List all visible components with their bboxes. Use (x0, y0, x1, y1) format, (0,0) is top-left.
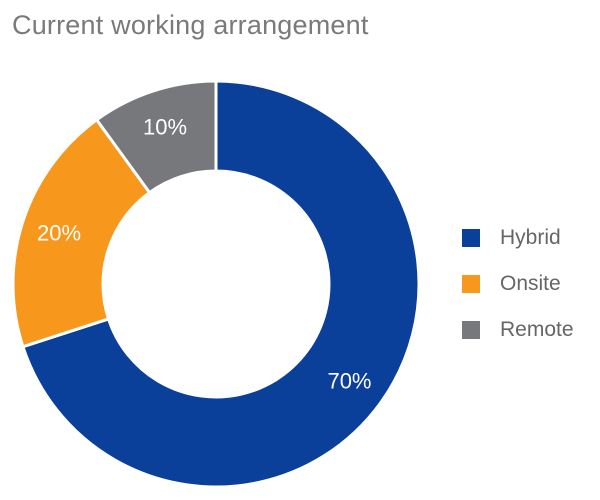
chart-title: Current working arrangement (12, 10, 369, 40)
slice-remote (95, 79, 218, 195)
legend-item-onsite: Onsite (462, 272, 574, 296)
legend-swatch-onsite (462, 275, 480, 293)
legend-swatch-remote (462, 321, 480, 339)
slice-onsite (11, 118, 152, 349)
legend-label-onsite: Onsite (500, 272, 561, 295)
donut-slices (11, 79, 421, 489)
slice-label-remote: 10% (143, 115, 187, 140)
legend: Hybrid Onsite Remote (462, 226, 574, 364)
slice-label-hybrid: 70% (327, 368, 371, 393)
legend-swatch-hybrid (462, 229, 480, 247)
legend-item-hybrid: Hybrid (462, 226, 574, 250)
slice-label-onsite: 20% (37, 221, 81, 246)
legend-label-remote: Remote (500, 318, 574, 341)
slice-hybrid (21, 79, 421, 489)
donut-slice-labels: 70% 20% 10% (37, 115, 371, 394)
legend-label-hybrid: Hybrid (500, 226, 561, 249)
legend-item-remote: Remote (462, 318, 574, 342)
